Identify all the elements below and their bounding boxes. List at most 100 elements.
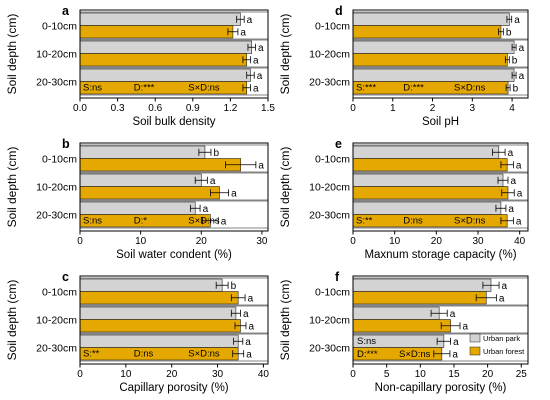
significance-letter: b (513, 83, 519, 94)
stat-interaction: S×D:ns (454, 216, 486, 227)
x-tick-label: 10 (120, 369, 132, 380)
legend: Urban park Urban forest (469, 333, 525, 356)
category-label: 20-30cm (309, 210, 350, 222)
bar-urban-park (79, 173, 202, 187)
y-axis-title: Soil depth (cm) (278, 147, 292, 228)
category-label: 10-20cm (309, 49, 350, 61)
significance-letter: a (450, 309, 456, 320)
significance-letter: a (253, 55, 259, 66)
stat-interaction: S×D:ns (188, 349, 220, 360)
significance-letter: a (516, 216, 522, 227)
x-tick-label: 2 (430, 103, 436, 114)
x-tick-label: 25 (516, 369, 528, 380)
x-tick-label: 1 (390, 103, 396, 114)
x-tick-label: 0 (350, 103, 356, 114)
category-label: 0-10cm (315, 287, 350, 299)
bar-urban-park (352, 12, 510, 26)
significance-letter: a (246, 349, 252, 360)
x-axis-title: Soil bulk density (132, 116, 215, 128)
legend-label: Urban forest (483, 347, 525, 356)
category-label: 20-30cm (309, 343, 350, 355)
category-label: 10-20cm (309, 182, 350, 194)
category-label: 20-30cm (36, 77, 77, 89)
x-tick-label: 10 (135, 236, 147, 247)
x-tick-label: 0 (350, 236, 356, 247)
significance-letter: b (506, 27, 512, 38)
stat-depth: D:ns (403, 216, 423, 227)
y-axis-title: Soil depth (cm) (278, 280, 292, 361)
category-label: 0-10cm (42, 21, 77, 33)
category-label: 10-20cm (309, 315, 350, 327)
stat-site: S:** (356, 216, 373, 227)
significance-letter: a (203, 204, 209, 215)
panel-letter: b (62, 137, 70, 151)
significance-letter: a (517, 188, 523, 199)
bar-urban-forest (79, 53, 247, 67)
significance-letter: a (245, 337, 251, 348)
significance-letter: a (514, 15, 520, 26)
category-label: 20-30cm (36, 343, 77, 355)
significance-letter: a (499, 293, 505, 304)
bar-urban-park (79, 145, 206, 159)
significance-letter: a (452, 349, 458, 360)
x-tick-label: 5 (384, 369, 390, 380)
category-label: 0-10cm (42, 154, 77, 166)
stat-interaction: S×D:ns (454, 83, 486, 94)
significance-letter: a (210, 176, 216, 187)
significance-letter: a (519, 43, 525, 54)
category-label: 20-30cm (36, 210, 77, 222)
significance-letter: a (221, 216, 227, 227)
bar-urban-park (79, 334, 239, 348)
significance-letter: a (253, 83, 259, 94)
stat-site: S:ns (83, 83, 102, 94)
stat-site: S:** (83, 349, 100, 360)
significance-letter: a (453, 337, 459, 348)
x-tick-label: 15 (448, 369, 460, 380)
x-tick-label: 30 (256, 236, 268, 247)
stat-interaction: S×D:ns (188, 216, 220, 227)
x-tick-label: 20 (166, 369, 178, 380)
stat-depth: D:ns (134, 349, 154, 360)
axis-frame (79, 275, 269, 365)
bar-urban-forest (79, 291, 239, 305)
x-tick-label: 0 (350, 369, 356, 380)
x-tick-label: 1.2 (223, 103, 237, 114)
significance-letter: a (257, 71, 263, 82)
significance-letter: a (248, 321, 254, 332)
x-tick-label: 30 (472, 236, 484, 247)
y-axis-title: Soil depth (cm) (5, 280, 19, 361)
significance-letter: a (240, 27, 246, 38)
significance-letter: a (247, 15, 253, 26)
x-tick-label: 10 (415, 369, 427, 380)
panel-letter: f (335, 270, 340, 284)
y-axis-title: Soil depth (cm) (278, 14, 292, 95)
bar-urban-forest (352, 319, 451, 333)
bar-urban-forest (79, 319, 241, 333)
stat-depth: D:*** (403, 83, 424, 94)
x-tick-label: 0.3 (111, 103, 125, 114)
stat-interaction: S×D:ns (188, 83, 220, 94)
x-tick-label: 0.6 (148, 103, 162, 114)
bar-urban-forest (79, 158, 242, 172)
category-label: 0-10cm (315, 154, 350, 166)
panel-letter: c (62, 270, 69, 284)
category-label: 0-10cm (315, 21, 350, 33)
x-tick-label: 0 (77, 369, 83, 380)
bar-urban-park (79, 12, 241, 26)
significance-letter: b (231, 281, 237, 292)
significance-letter: a (508, 204, 514, 215)
x-tick-label: 0 (77, 236, 83, 247)
x-tick-label: 3 (470, 103, 476, 114)
y-axis-title: Soil depth (cm) (5, 14, 19, 95)
bar-urban-forest (79, 186, 220, 200)
stat-interaction: S×D:ns (399, 349, 431, 360)
x-tick-label: 20 (196, 236, 208, 247)
panel-letter: a (62, 4, 70, 18)
legend-swatch (469, 333, 481, 343)
category-label: 10-20cm (36, 315, 77, 327)
significance-letter: a (508, 148, 514, 159)
